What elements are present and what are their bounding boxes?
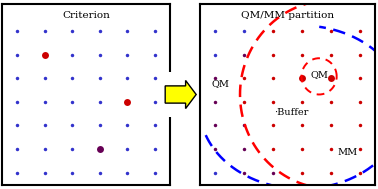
Text: QM: QM [212,79,230,88]
FancyArrow shape [165,81,196,108]
Text: Criterion: Criterion [62,11,110,20]
Text: ·Buffer: ·Buffer [274,108,308,117]
Text: QM: QM [311,70,329,79]
Text: MM: MM [337,148,357,157]
Text: QM/MM partition: QM/MM partition [241,11,334,20]
